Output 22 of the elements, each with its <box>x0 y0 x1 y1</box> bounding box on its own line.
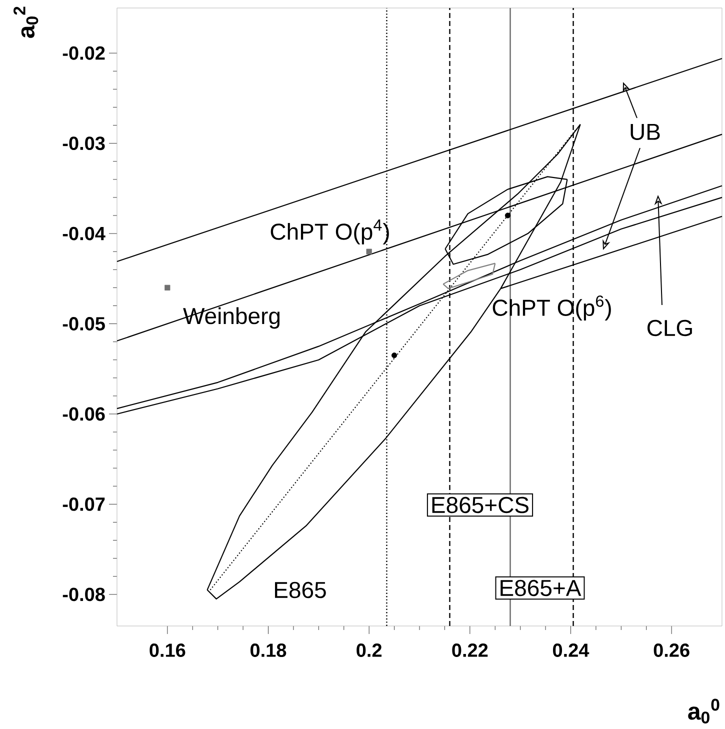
annotation: UB <box>630 124 660 140</box>
x-tick-label: 0.22 <box>452 644 488 657</box>
y-tick-label: -0.06 <box>62 407 105 421</box>
y-tick-label: -0.08 <box>62 588 105 602</box>
x-tick-label: 0.2 <box>356 644 382 657</box>
y-axis-title: a$_{0}$2 <box>14 6 38 38</box>
x-tick-label: 0.26 <box>654 644 690 657</box>
annotation: ChPT O(p$^{4}$) <box>270 220 389 244</box>
y-tick-label: -0.03 <box>62 136 105 150</box>
annotation: E865 <box>275 582 326 598</box>
annotation: E865+A <box>500 580 582 596</box>
y-tick-label: -0.05 <box>62 317 105 330</box>
x-tick-label: 0.18 <box>250 644 286 657</box>
y-tick-label: -0.04 <box>62 226 106 240</box>
y-tick-label: -0.02 <box>62 46 105 60</box>
x-tick-label: 0.16 <box>150 644 186 657</box>
annotation: CLG <box>648 320 692 336</box>
y-tick-label: -0.07 <box>62 497 105 511</box>
annotation: E865+CS <box>432 496 528 514</box>
x-axis-title: a$_{0}$0 <box>688 698 720 724</box>
annotation: Weinberg <box>183 307 280 329</box>
x-tick-label: 0.24 <box>553 644 590 657</box>
